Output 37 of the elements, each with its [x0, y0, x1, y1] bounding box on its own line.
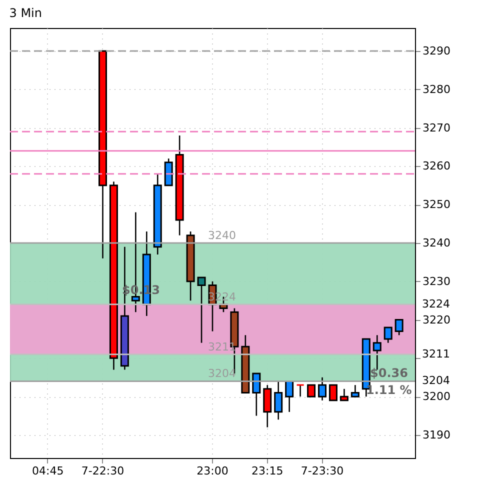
text: 3204: [422, 374, 450, 388]
x-tick-label: 23:00: [196, 464, 228, 478]
candlestick: [394, 319, 404, 336]
y-tick-label: 3190: [422, 428, 450, 442]
y-tick-label: 3280: [422, 82, 450, 96]
annotation: 1.11 %: [366, 383, 412, 397]
chart-title: 3 Min: [9, 6, 42, 20]
x-tick-label: 04:45: [32, 464, 64, 478]
candlestick: [296, 384, 305, 398]
candlestick: [274, 380, 283, 420]
annotation: $0.36: [370, 366, 408, 380]
y-tick-label: 3260: [422, 160, 450, 173]
y-tick-label: 3250: [422, 198, 450, 212]
candlestick: [164, 158, 173, 186]
x-tick-label: 23:15: [252, 464, 284, 478]
y-tick-label: 3290: [422, 44, 450, 58]
candlestick: [328, 384, 338, 402]
text: 3211: [422, 347, 450, 360]
y-tick-label: 3240: [422, 236, 450, 250]
candlestick: [197, 276, 206, 344]
candlestick: [252, 372, 261, 416]
candlestick: [263, 384, 272, 428]
ref-line-label: 3240: [208, 229, 236, 242]
text: 3224: [422, 297, 450, 310]
candlestick: [350, 384, 360, 398]
x-tick-label: 7-22:30: [81, 464, 124, 478]
y-tick-label: 3200: [422, 390, 450, 404]
candlestick: [318, 376, 327, 402]
x-tick-label: 7-23:30: [300, 464, 344, 478]
y-tick-label: 3230: [422, 274, 450, 288]
candlestick: [285, 380, 294, 413]
ref-line-label: 3204: [208, 367, 236, 380]
candlestick: [340, 388, 348, 402]
candlestick: [307, 384, 316, 398]
candlestick: [384, 326, 392, 344]
y-tick-label: 3270: [422, 121, 450, 134]
y-tick-label: 3220: [422, 313, 450, 326]
